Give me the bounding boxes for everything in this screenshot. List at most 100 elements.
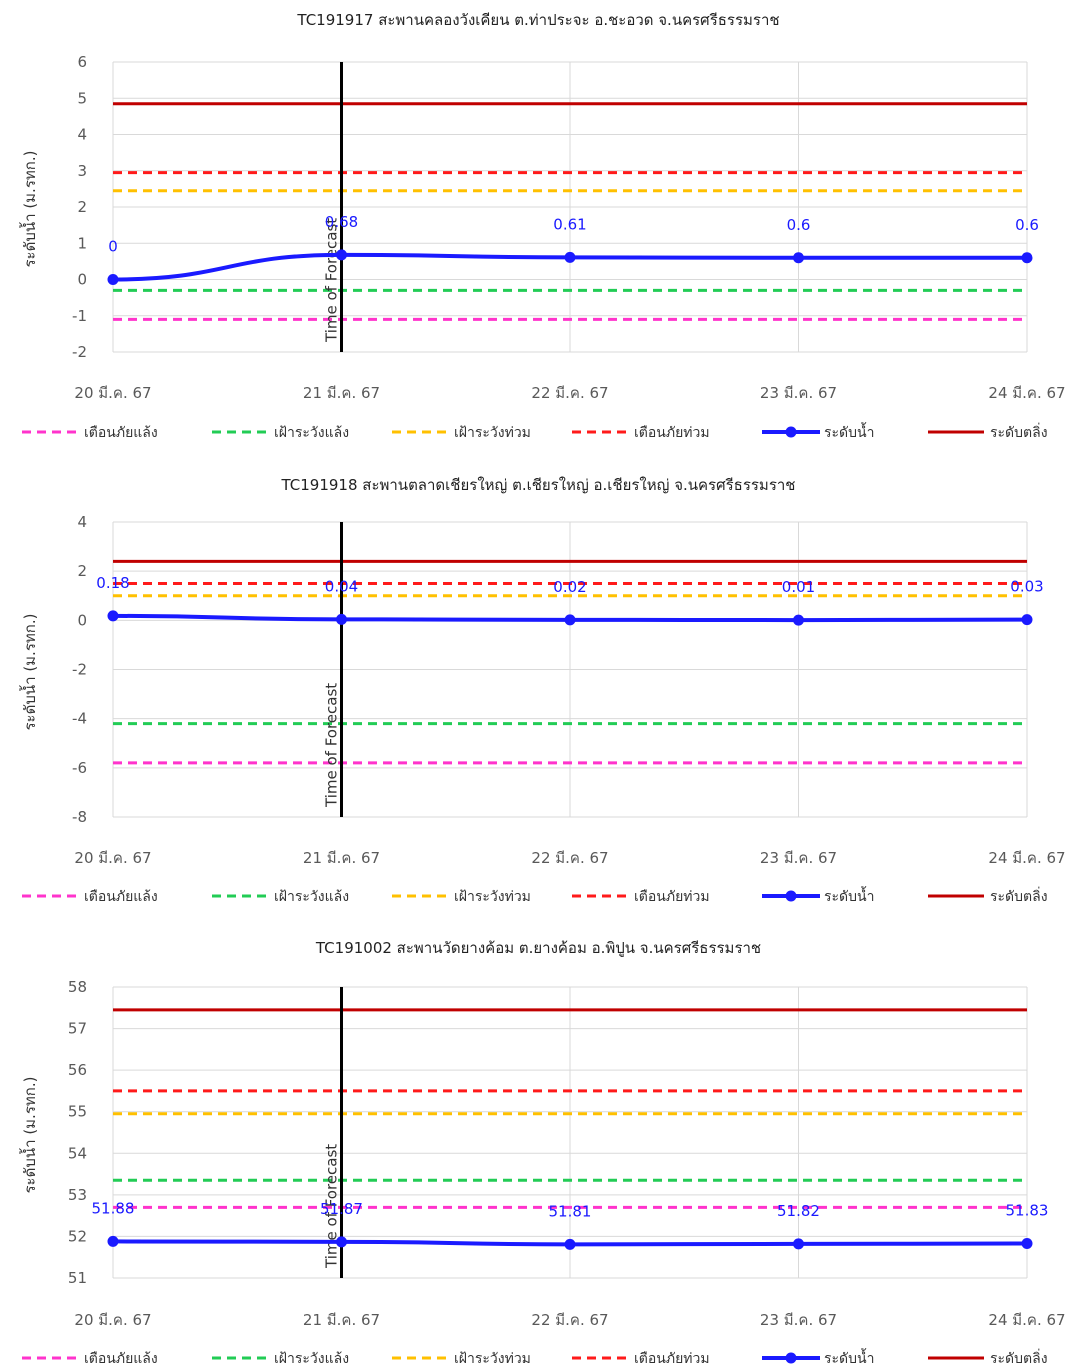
water-level-point: [793, 614, 804, 626]
y-tick-label: 0: [77, 611, 87, 629]
legend-swatch-marker: [785, 1352, 797, 1364]
water-level-point: [1021, 1237, 1033, 1249]
y-tick-label: 2: [77, 562, 87, 580]
y-tick-label: 51: [68, 1269, 87, 1287]
y-tick-label: -1: [72, 307, 87, 325]
data-label: 0.6: [787, 216, 811, 234]
data-label: 0.02: [553, 578, 586, 596]
chart-panel-3: TC191002 สะพานวัดยางค้อม ต.ยางค้อม อ.พิป…: [0, 928, 1077, 1369]
x-tick-label: 21 มี.ค. 67: [303, 384, 380, 402]
y-tick-label: 4: [77, 513, 87, 531]
legend-label: เฝ้าระวังแล้ง: [274, 889, 349, 905]
x-tick-label: 20 มี.ค. 67: [74, 849, 151, 867]
legend-label: ระดับน้ำ: [824, 422, 874, 441]
legend-label: เฝ้าระวังท่วม: [454, 1351, 531, 1367]
legend-label: เฝ้าระวังแล้ง: [274, 1351, 349, 1367]
legend-label: เฝ้าระวังท่วม: [454, 889, 531, 905]
water-level-point: [107, 610, 119, 622]
data-label: 51.82: [777, 1202, 820, 1220]
chart-panel-1: TC191917 สะพานคลองวังเคียน ต.ท่าประจะ อ.…: [0, 0, 1077, 465]
y-tick-label: 6: [77, 53, 87, 71]
y-tick-label: 2: [77, 198, 87, 216]
chart-1-plot: -2 -1 0 1 2 3 4 5 6 20 มี.ค. 67 21 มี.ค. 67 22 มี.ค…: [22, 53, 1066, 441]
x-tick-label: 20 มี.ค. 67: [74, 1311, 151, 1329]
y-tick-label: -2: [72, 343, 87, 361]
legend-label: เตือนภัยแล้ง: [84, 1351, 158, 1367]
water-level-point: [336, 613, 347, 625]
chart-3-plot: 51 52 53 54 55 56 57 58 20 มี.ค. 67 21 มี.ค. 67 22…: [22, 978, 1066, 1367]
y-tick-label: 54: [68, 1144, 87, 1162]
y-tick-label: 4: [77, 126, 87, 144]
legend-label: ระดับตลิ่ง: [990, 423, 1048, 441]
water-level-point: [564, 614, 576, 626]
x-tick-label: 22 มี.ค. 67: [531, 1311, 608, 1329]
x-tick-label: 23 มี.ค. 67: [760, 849, 837, 867]
forecast-label: Time of Forecast: [323, 683, 341, 808]
legend-label: เตือนภัยท่วม: [634, 889, 710, 905]
legend-swatch-marker: [785, 890, 797, 902]
legend-label: ระดับตลิ่ง: [990, 887, 1048, 905]
legend-label: เตือนภัยแล้ง: [84, 889, 158, 905]
x-tick-label: 22 มี.ค. 67: [531, 849, 608, 867]
forecast-label: Time of Forecast: [323, 218, 341, 343]
y-tick-label: 58: [68, 978, 87, 996]
legend-label: ระดับน้ำ: [824, 1348, 874, 1367]
data-label: 0.03: [1010, 578, 1043, 596]
legend-label: เตือนภัยแล้ง: [84, 425, 158, 441]
y-tick-label: 55: [68, 1103, 87, 1121]
water-level-point: [793, 1238, 804, 1250]
water-level-point: [107, 1235, 119, 1247]
data-label: 0.04: [325, 577, 358, 595]
y-tick-label: 57: [68, 1020, 87, 1038]
water-level-point: [1021, 614, 1033, 626]
y-tick-label: 53: [68, 1186, 87, 1204]
legend-label: เตือนภัยท่วม: [634, 425, 710, 441]
chart-panel-2: TC191918 สะพานตลาดเชียรใหญ่ ต.เชียรใหญ่ …: [0, 465, 1077, 928]
y-tick-label: 5: [77, 89, 87, 107]
y-tick-label: 56: [68, 1061, 87, 1079]
data-label: 0.6: [1015, 216, 1039, 234]
x-tick-label: 23 มี.ค. 67: [760, 384, 837, 402]
water-level-point: [336, 1236, 347, 1248]
x-tick-label: 24 มี.ค. 67: [988, 1311, 1065, 1329]
x-tick-label: 24 มี.ค. 67: [988, 849, 1065, 867]
data-label: 0.61: [553, 215, 586, 233]
y-tick-label: -2: [72, 661, 87, 679]
legend-label: ระดับตลิ่ง: [990, 1349, 1048, 1367]
y-tick-label: 3: [77, 162, 87, 180]
data-label: 51.88: [92, 1199, 135, 1217]
water-level-point: [564, 1238, 576, 1250]
legend-swatch-marker: [785, 426, 797, 438]
x-tick-label: 21 มี.ค. 67: [303, 1311, 380, 1329]
y-tick-label: 52: [68, 1227, 87, 1245]
data-label: 0.68: [325, 213, 358, 231]
data-label: 0: [108, 238, 118, 256]
chart-title: TC191917 สะพานคลองวังเคียน ต.ท่าประจะ อ.…: [297, 11, 780, 29]
data-label: 0.01: [782, 578, 815, 596]
y-tick-label: -6: [72, 759, 87, 777]
y-tick-label: 0: [77, 271, 87, 289]
chart-title: TC191918 สะพานตลาดเชียรใหญ่ ต.เชียรใหญ่ …: [281, 476, 796, 494]
x-tick-label: 24 มี.ค. 67: [988, 384, 1065, 402]
water-level-point: [1021, 252, 1033, 264]
y-tick-label: -4: [72, 710, 87, 728]
data-label: 51.83: [1006, 1201, 1049, 1219]
water-level-point: [793, 252, 804, 264]
chart-2-plot: -8 -6 -4 -2 0 2 4 20 มี.ค. 67 21 มี.ค. 67 22 มี.ค…: [22, 513, 1066, 905]
x-tick-label: 21 มี.ค. 67: [303, 849, 380, 867]
chart-title: TC191002 สะพานวัดยางค้อม ต.ยางค้อม อ.พิป…: [315, 939, 762, 957]
data-label: 51.87: [320, 1200, 363, 1218]
x-tick-label: 22 มี.ค. 67: [531, 384, 608, 402]
water-level-point: [107, 274, 119, 285]
water-level-point: [564, 251, 576, 263]
y-tick-label: -8: [72, 808, 87, 826]
forecast-label: Time of Forecast: [323, 1144, 341, 1269]
data-label: 0.18: [96, 574, 129, 592]
data-label: 51.81: [549, 1202, 592, 1220]
water-level-point: [336, 249, 347, 261]
legend-label: เตือนภัยท่วม: [634, 1351, 710, 1367]
x-tick-label: 23 มี.ค. 67: [760, 1311, 837, 1329]
y-tick-label: 1: [77, 234, 87, 252]
legend-label: เฝ้าระวังท่วม: [454, 425, 531, 441]
legend-label: เฝ้าระวังแล้ง: [274, 425, 349, 441]
